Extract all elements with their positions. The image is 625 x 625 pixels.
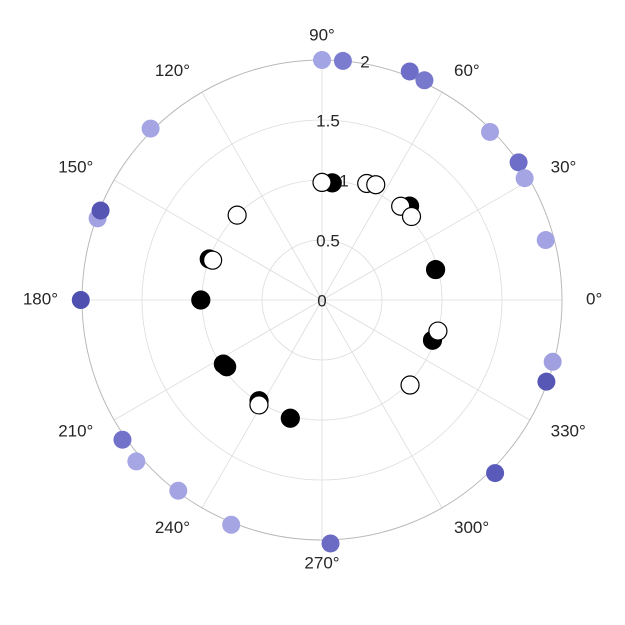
angle-label-120: 120°: [155, 61, 190, 80]
angle-label-60: 60°: [454, 61, 480, 80]
point-black-2: [427, 261, 445, 279]
point-white-6: [401, 376, 419, 394]
angle-label-180: 180°: [23, 289, 58, 308]
point-black-8: [192, 291, 210, 309]
angle-label-240: 240°: [155, 518, 190, 537]
point-outer-purple-18: [92, 202, 110, 220]
radial-label-1-5: 1.5: [316, 111, 340, 130]
point-outer-purple-11: [322, 534, 340, 552]
point-white-7: [250, 396, 268, 414]
point-outer-purple-4: [481, 123, 499, 141]
point-white-8: [204, 251, 222, 269]
point-black-4: [281, 409, 299, 427]
radial-label-0-5: 0.5: [316, 231, 340, 250]
point-outer-purple-10: [486, 464, 504, 482]
radial-label-2: 2: [360, 52, 369, 71]
point-outer-purple-16: [72, 291, 90, 309]
angle-label-90: 90°: [309, 25, 335, 44]
point-outer-purple-12: [222, 516, 240, 534]
point-outer-purple-14: [127, 452, 145, 470]
point-black-7: [214, 355, 232, 373]
point-outer-purple-15: [113, 431, 131, 449]
angle-label-210: 210°: [58, 421, 93, 440]
point-outer-purple-6: [516, 169, 534, 187]
point-white-5: [429, 322, 447, 340]
angle-label-30: 30°: [551, 157, 577, 176]
radial-label-0: 0: [317, 291, 326, 310]
point-outer-purple-13: [169, 482, 187, 500]
point-outer-purple-7: [537, 231, 555, 249]
angle-label-0: 0°: [586, 289, 602, 308]
radial-label-1: 1: [339, 171, 348, 190]
angle-tick-labels: 0° 30° 60° 90° 120° 150° 180° 210° 240° 270° 300° 3…: [23, 25, 602, 572]
point-outer-purple-1: [334, 52, 352, 70]
point-outer-purple-8: [544, 353, 562, 371]
point-outer-purple-3: [415, 71, 433, 89]
angle-label-330: 330°: [551, 421, 586, 440]
angle-label-300: 300°: [454, 518, 489, 537]
point-outer-purple-9: [537, 373, 555, 391]
point-outer-purple-19: [142, 120, 160, 138]
point-white-9: [228, 206, 246, 224]
point-outer-purple-5: [510, 153, 528, 171]
angle-label-270: 270°: [304, 553, 339, 572]
point-white-2: [367, 176, 385, 194]
point-outer-purple-0: [313, 51, 331, 69]
point-white-0: [313, 173, 331, 191]
point-white-4: [403, 208, 421, 226]
angle-label-150: 150°: [58, 157, 93, 176]
